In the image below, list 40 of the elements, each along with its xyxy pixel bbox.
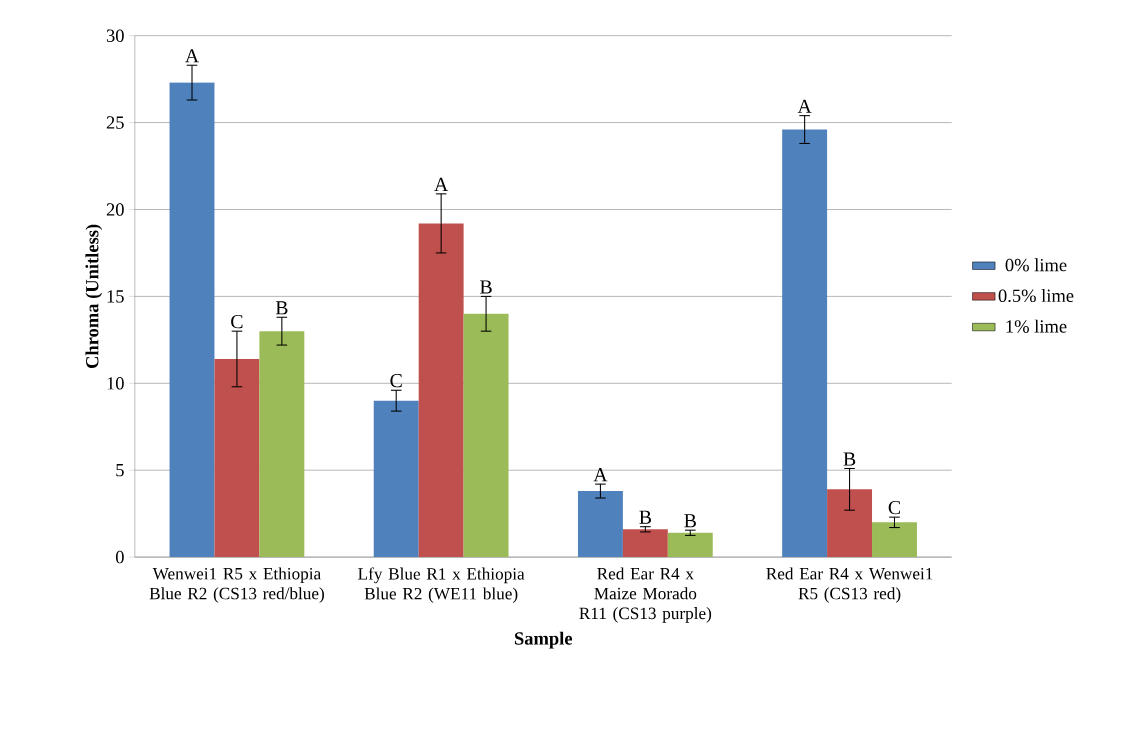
bar (577, 491, 623, 558)
legend-label: 0% lime (1005, 258, 1067, 272)
bar (622, 529, 668, 558)
y-tick-label: 25 (106, 116, 124, 129)
y-tick-label: 0 (115, 551, 124, 564)
x-tick-label: Lfy Blue R1 x Ethiopia Blue R2 (WE11 blue) (358, 567, 525, 604)
legend-label: 0.5% lime (998, 289, 1074, 303)
y-tick-label: 30 (106, 29, 124, 43)
y-tick-label: 10 (107, 377, 124, 390)
data-label: C (888, 501, 901, 515)
bar (827, 489, 873, 558)
y-tick-label: 20 (106, 203, 124, 216)
bar (782, 129, 828, 558)
x-axis-title: Sample (514, 631, 573, 649)
x-tick-label: Red Ear R4 x Wenwei1 R5 (CS13 red) (766, 567, 933, 604)
data-label: B (639, 510, 651, 524)
data-label: A (593, 468, 608, 482)
bar (259, 331, 305, 558)
data-label: A (797, 99, 812, 113)
bar (214, 359, 260, 558)
data-label: A (185, 49, 199, 63)
bar (872, 522, 917, 558)
data-label: B (684, 514, 696, 528)
bar (463, 313, 509, 558)
y-axis-title: Chroma (Unitless) (85, 224, 103, 369)
y-tick-label: 15 (107, 290, 124, 303)
data-label: C (390, 374, 402, 388)
x-tick-label: Wenwei1 R5 x Ethiopia Blue R2 (CS13 red/blue) (149, 567, 324, 604)
legend-label: 1% lime (1006, 319, 1067, 333)
bar (418, 223, 464, 558)
y-tick-label: 5 (116, 464, 124, 477)
bar (373, 400, 419, 558)
data-label: A (434, 178, 449, 192)
x-tick-label: Red Ear R4 x Maize Morado R11 (CS13 purple) (579, 567, 712, 623)
data-label: C (231, 315, 243, 329)
data-label: B (275, 301, 288, 315)
data-label: B (843, 452, 856, 466)
data-label: B (480, 280, 492, 294)
bar (667, 532, 713, 558)
bar (169, 82, 215, 558)
